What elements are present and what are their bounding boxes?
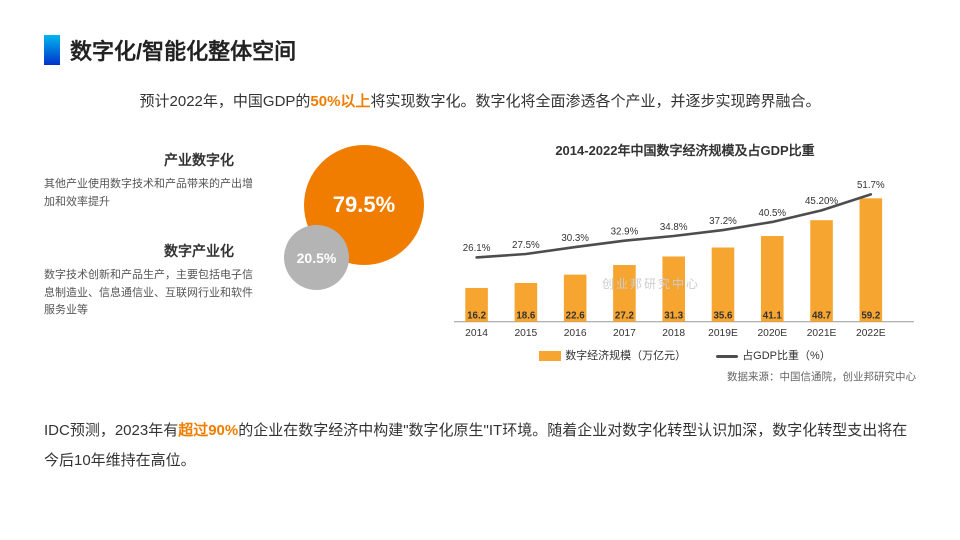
svg-text:2016: 2016 [564,328,587,339]
svg-text:48.7: 48.7 [812,311,831,322]
legend-bar-label: 数字经济规模（万亿元） [565,350,686,362]
subtitle-highlight: 50%以上 [310,93,370,110]
svg-text:37.2%: 37.2% [709,216,737,227]
svg-text:35.6: 35.6 [713,311,733,322]
chart-legend: 数字经济规模（万亿元） 占GDP比重（%） [454,347,916,363]
svg-text:34.8%: 34.8% [660,222,688,233]
chart-svg: 16.2 2014 26.1% 18.6 2015 27.5% 22.6 2016 30.3% 2… [454,165,916,345]
legend-bar: 数字经济规模（万亿元） [539,347,686,363]
svg-text:27.5%: 27.5% [512,240,540,251]
segment-desc: 其他产业使用数字技术和产品带来的产出增加和效率提升 [44,176,254,211]
bottom-paragraph: IDC预测，2023年有超过90%的企业在数字经济中构建"数字化原生"IT环境。… [44,416,916,476]
segment-title: 产业数字化 [44,150,234,170]
title-row: 数字化/智能化整体空间 [44,34,916,66]
svg-text:51.7%: 51.7% [857,180,885,191]
svg-text:26.1%: 26.1% [463,243,491,254]
left-panel: 产业数字化 其他产业使用数字技术和产品带来的产出增加和效率提升 数字产业化 数字… [44,140,424,384]
svg-text:18.6: 18.6 [516,311,536,322]
svg-text:31.3: 31.3 [664,311,684,322]
chart-source: 数据来源：中国信通院，创业邦研究中心 [454,369,916,384]
segment-title: 数字产业化 [44,241,234,261]
subtitle: 预计2022年，中国GDP的50%以上将实现数字化。数字化将全面渗透各个产业，并… [44,90,916,114]
title-accent-block [44,35,60,65]
svg-text:2019E: 2019E [708,328,738,339]
bottom-a: IDC预测，2023年有 [44,422,178,439]
proportion-circles: 79.5% 20.5% [284,145,424,305]
legend-line-label: 占GDP比重（%） [742,350,831,362]
svg-text:2022E: 2022E [856,328,886,339]
svg-text:2017: 2017 [613,328,636,339]
svg-text:27.2: 27.2 [615,311,635,322]
combo-chart: 16.2 2014 26.1% 18.6 2015 27.5% 22.6 2016 30.3% 2… [454,165,916,345]
page-title: 数字化/智能化整体空间 [70,34,296,66]
svg-text:2021E: 2021E [807,328,837,339]
chart-title: 2014-2022年中国数字经济规模及占GDP比重 [454,140,916,159]
svg-text:2015: 2015 [514,328,537,339]
chart-panel: 2014-2022年中国数字经济规模及占GDP比重 16.2201426.1%1… [454,140,916,384]
bottom-highlight: 超过90% [178,422,238,439]
svg-text:40.5%: 40.5% [758,208,786,219]
svg-text:41.1: 41.1 [763,311,783,322]
subtitle-part-c: 将实现数字化。数字化将全面渗透各个产业，并逐步实现跨界融合。 [370,93,820,110]
svg-text:2020E: 2020E [757,328,787,339]
svg-text:22.6: 22.6 [566,311,586,322]
subtitle-part-a: 预计2022年，中国GDP的 [140,93,311,110]
svg-text:2014: 2014 [465,328,488,339]
svg-text:32.9%: 32.9% [611,227,639,238]
legend-line: 占GDP比重（%） [716,347,831,363]
svg-text:16.2: 16.2 [467,311,487,322]
svg-text:2018: 2018 [662,328,685,339]
svg-text:30.3%: 30.3% [561,233,589,244]
segment-desc: 数字技术创新和产品生产，主要包括电子信息制造业、信息通信业、互联网行业和软件服务… [44,267,254,320]
small-circle: 20.5% [284,225,349,290]
svg-text:59.2: 59.2 [861,311,881,322]
